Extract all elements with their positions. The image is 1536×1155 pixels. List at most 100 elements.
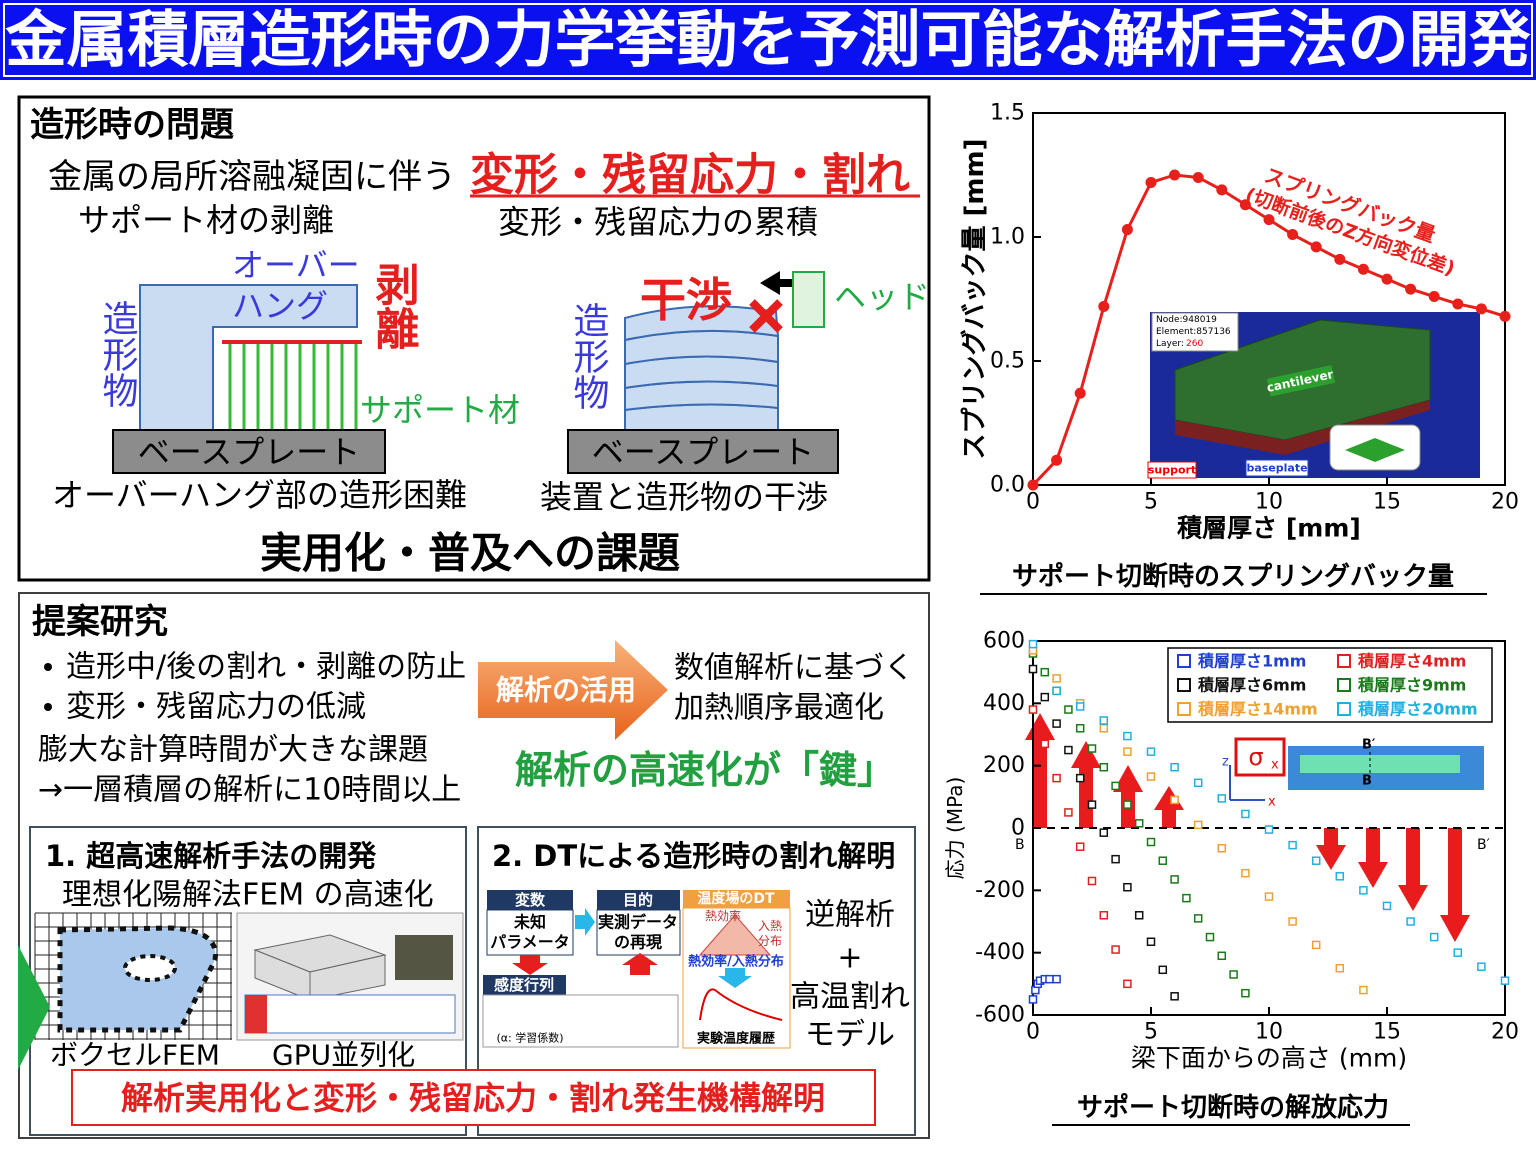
data-point	[1146, 772, 1156, 781]
data-point	[1123, 882, 1132, 892]
data-point	[1182, 893, 1191, 903]
label: ベースプレート	[138, 433, 360, 471]
stress-band	[1300, 755, 1460, 773]
y-axis-label: スプリングバック量 [mm]	[960, 138, 990, 459]
title-bar	[0, 0, 1536, 80]
data-point	[1193, 914, 1203, 923]
title-frame	[3, 3, 1533, 77]
data-point	[1052, 674, 1061, 683]
label: 熱効率/入熱分布	[688, 954, 784, 970]
gpu-table	[244, 994, 456, 1034]
inset-tag	[1245, 459, 1309, 477]
data-point	[1359, 886, 1368, 895]
label: 1. 超高速解析手法の開発	[45, 839, 377, 873]
data-point	[1099, 911, 1109, 920]
data-point	[1027, 479, 1039, 491]
data-point	[1241, 809, 1250, 819]
box-header	[483, 975, 566, 995]
data-point	[1123, 979, 1132, 989]
annotation: B	[1362, 774, 1372, 789]
legend-label: 積層厚さ6mm	[1197, 676, 1306, 695]
label: 干渉	[640, 273, 732, 327]
axes-icon	[1229, 765, 1265, 801]
label: 変形・残留応力の累積	[498, 203, 818, 241]
label: 高温割れ	[790, 980, 910, 1015]
y-tick-label: 1.0	[990, 225, 1025, 250]
data-point	[1087, 876, 1097, 886]
data-point	[1040, 739, 1050, 749]
label: ベースプレート	[592, 433, 814, 471]
label: 剥離	[368, 262, 420, 350]
data-point	[1158, 856, 1168, 865]
data-point	[1193, 778, 1203, 788]
label: 変数	[515, 891, 546, 909]
data-point	[1051, 454, 1063, 466]
y-tick-label: 400	[983, 691, 1025, 716]
data-point	[1052, 974, 1061, 984]
x-tick-label: 0	[1026, 490, 1040, 515]
x-tick-label: 5	[1144, 1020, 1158, 1045]
legend-label: 積層厚さ1mm	[1197, 652, 1306, 671]
data-point	[1028, 995, 1038, 1004]
data-point	[1287, 229, 1299, 241]
data-point	[1075, 702, 1085, 711]
y-tick-label: 1.5	[990, 101, 1025, 126]
cross	[749, 299, 783, 333]
data-point	[1217, 951, 1227, 961]
label: 入熱	[758, 919, 782, 933]
label: サポート材の剥離	[78, 201, 334, 239]
label: 解析の高速化が「鍵」	[515, 748, 895, 792]
data-point	[1335, 872, 1345, 881]
data-point	[1216, 184, 1228, 196]
data-point	[1052, 773, 1061, 783]
data-point	[1064, 705, 1073, 714]
data-point	[1111, 781, 1120, 791]
x-tick-label: 5	[1144, 490, 1158, 515]
box-header	[597, 890, 680, 910]
data-point	[1145, 176, 1157, 188]
data-point	[1134, 911, 1144, 920]
heat-cone	[698, 914, 772, 956]
data-point	[1500, 976, 1510, 985]
data-point	[1111, 945, 1120, 954]
inset-label: Element:857136	[1156, 327, 1231, 337]
head	[792, 271, 825, 328]
label: 提案研究	[32, 602, 168, 642]
label: 分布	[758, 934, 782, 948]
voxel-hole	[123, 954, 177, 982]
baseplate	[112, 429, 386, 474]
green-arrow	[18, 945, 50, 1070]
x-tick-label: 10	[1255, 1020, 1283, 1045]
x-tick-label: 10	[1255, 490, 1283, 515]
label: 解析の活用	[496, 674, 636, 707]
label: 実用化・普及への課題	[260, 529, 680, 578]
data-point	[1123, 731, 1132, 741]
data-point	[1310, 241, 1322, 253]
data-point	[1335, 964, 1345, 973]
flow-arrow	[575, 908, 595, 936]
annotation: B	[1015, 837, 1025, 853]
label: 金属積層造形時の力学挙動を予測可能な解析手法の開発	[4, 5, 1531, 76]
data-point	[1087, 744, 1097, 753]
bullet	[44, 703, 52, 711]
legend-box	[1167, 647, 1493, 723]
label: 感度行列	[494, 976, 554, 994]
annotation: x	[1271, 758, 1279, 773]
data-point	[1229, 970, 1238, 979]
inset-label: support	[1148, 464, 1196, 477]
data-point	[1146, 837, 1156, 847]
data-point	[1241, 868, 1250, 878]
legend-marker	[1177, 654, 1191, 668]
data-point	[1311, 940, 1321, 950]
label: 温度場のDT	[697, 890, 775, 907]
data-point	[1288, 840, 1297, 850]
label: 造形時の問題	[30, 105, 234, 145]
data-point	[1098, 300, 1110, 312]
inset-tag	[1266, 365, 1336, 397]
big-arrow	[478, 640, 668, 740]
data-point	[1064, 745, 1073, 755]
data-point	[1028, 664, 1038, 674]
data-point	[1134, 819, 1144, 828]
label: +	[837, 941, 862, 976]
